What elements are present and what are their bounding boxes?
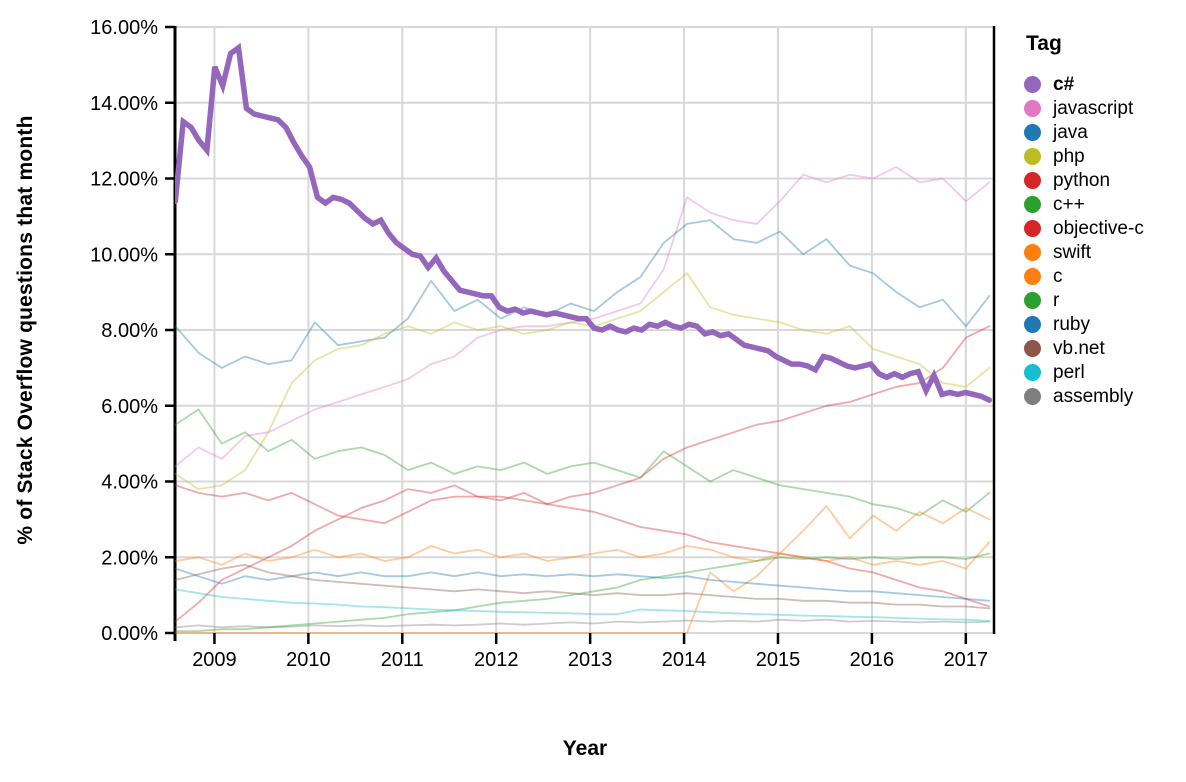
legend-item-r[interactable]: r [1024, 288, 1184, 312]
legend-item-label: javascript [1053, 97, 1134, 119]
legend-item-php[interactable]: php [1024, 144, 1184, 168]
legend-item-assembly[interactable]: assembly [1024, 384, 1184, 408]
legend-color-dot [1024, 99, 1041, 117]
legend-color-dot [1024, 123, 1041, 141]
x-tick-label: 2017 [944, 649, 989, 671]
axis-tick-labels: 16.00% 14.00% 12.00% 10.00% 8.00% 6.00% 4.00% 2… [90, 17, 988, 671]
legend-items: c# javascript java php python c++ objective-c s… [1024, 72, 1184, 408]
legend-color-dot [1024, 339, 1041, 357]
legend-item-java[interactable]: java [1024, 120, 1184, 144]
x-tick-label: 2010 [286, 649, 331, 671]
series-line-c++ [175, 408, 991, 517]
legend-item-c#[interactable]: c# [1024, 72, 1184, 96]
legend-item-label: r [1053, 289, 1060, 311]
x-axis-title: Year [562, 737, 608, 760]
legend-item-c++[interactable]: c++ [1024, 192, 1184, 216]
y-tick-label: 6.00% [101, 396, 158, 418]
legend-color-dot [1024, 363, 1041, 381]
y-tick-label: 12.00% [90, 169, 158, 191]
legend-color-dot [1024, 291, 1041, 309]
axis-ticks [165, 25, 968, 644]
series-line-assembly [175, 618, 991, 629]
series-line-perl [175, 588, 991, 622]
legend-color-dot [1024, 243, 1041, 261]
legend-item-swift[interactable]: swift [1024, 240, 1184, 264]
x-tick-label: 2011 [381, 649, 424, 671]
series-line-objective-c [175, 484, 991, 623]
legend-item-label: c++ [1053, 193, 1085, 215]
legend-title: Tag [1026, 32, 1062, 55]
legend-color-dot [1024, 267, 1041, 285]
x-tick-label: 2014 [662, 649, 707, 671]
series-line-r [175, 552, 991, 632]
legend-item-perl[interactable]: perl [1024, 360, 1184, 384]
series-line-c [175, 541, 991, 570]
legend-item-label: assembly [1053, 385, 1134, 407]
legend-item-ruby[interactable]: ruby [1024, 312, 1184, 336]
legend-color-dot [1024, 75, 1041, 93]
y-tick-label: 4.00% [101, 472, 158, 494]
legend-item-label: swift [1053, 241, 1091, 263]
legend-item-label: objective-c [1053, 217, 1144, 239]
legend-color-dot [1024, 171, 1041, 189]
series-line-vb.net [175, 563, 991, 610]
series-line-c# [175, 42, 993, 403]
y-axis-title: % of Stack Overflow questions that month [14, 115, 37, 545]
x-tick-label: 2015 [756, 649, 801, 671]
y-tick-label: 10.00% [90, 244, 158, 266]
gridlines [175, 26, 994, 634]
legend-item-javascript[interactable]: javascript [1024, 96, 1184, 120]
y-tick-label: 0.00% [101, 623, 158, 645]
legend-item-label: php [1053, 145, 1085, 167]
legend-item-label: c [1053, 265, 1063, 287]
series-lines [175, 42, 993, 634]
legend-color-dot [1024, 387, 1041, 405]
legend: Tag c# javascript java php python c++ objectiv… [1024, 32, 1184, 408]
x-tick-label: 2012 [474, 649, 519, 671]
y-tick-label: 8.00% [101, 320, 158, 342]
plot-border [173, 26, 996, 641]
legend-color-dot [1024, 195, 1041, 213]
legend-item-label: vb.net [1053, 337, 1105, 359]
series-line-java [175, 219, 991, 369]
series-line-swift [175, 505, 991, 634]
legend-item-vb.net[interactable]: vb.net [1024, 336, 1184, 360]
y-tick-label: 16.00% [90, 17, 158, 39]
legend-item-label: ruby [1053, 313, 1090, 335]
legend-item-objective-c[interactable]: objective-c [1024, 216, 1184, 240]
legend-item-label: c# [1053, 73, 1075, 95]
x-tick-label: 2013 [568, 649, 613, 671]
x-tick-label: 2016 [850, 649, 895, 671]
legend-item-label: perl [1053, 361, 1085, 383]
legend-color-dot [1024, 219, 1041, 237]
series-line-ruby [175, 567, 991, 602]
series-line-php [175, 272, 991, 491]
legend-item-c[interactable]: c [1024, 264, 1184, 288]
legend-item-python[interactable]: python [1024, 168, 1184, 192]
legend-item-label: python [1053, 169, 1111, 191]
legend-color-dot [1024, 315, 1041, 333]
x-tick-label: 2009 [192, 649, 237, 671]
legend-color-dot [1024, 147, 1041, 165]
series-line-python [175, 325, 991, 525]
legend-item-label: java [1053, 121, 1088, 143]
y-tick-label: 14.00% [90, 93, 158, 115]
y-tick-label: 2.00% [101, 547, 158, 569]
